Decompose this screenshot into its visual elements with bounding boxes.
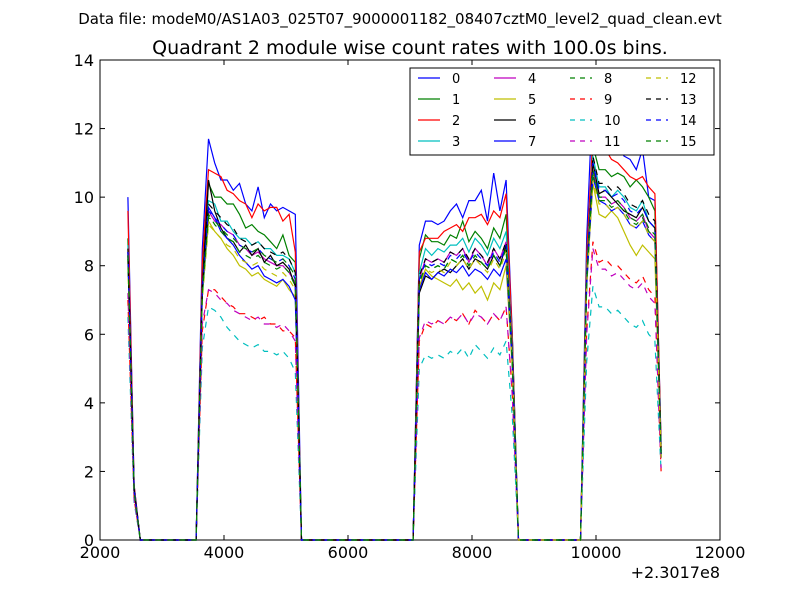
legend-label-9: 9 [604,93,612,108]
legend-label-5: 5 [528,93,536,108]
legend-label-13: 13 [680,93,697,108]
chart-title: Quadrant 2 module wise count rates with … [152,37,668,59]
series-line-5 [127,183,662,541]
x-axis-ticks: 2000 4000 6000 8000 10000 12000 [80,60,746,562]
x-tick-label: 4000 [204,543,245,562]
legend-label-15: 15 [680,135,697,150]
series-line-0 [127,90,662,541]
y-tick-label: 6 [84,325,94,344]
series-line-13 [127,155,662,541]
x-tick-label: 12000 [695,543,746,562]
series-layer [127,90,662,541]
legend-box [409,67,715,156]
legend-label-3: 3 [452,135,460,150]
legend-label-4: 4 [528,72,536,87]
legend-label-8: 8 [604,72,612,87]
series-line-3 [127,155,662,541]
legend-label-6: 6 [528,114,536,129]
legend-label-11: 11 [604,135,621,150]
legend-label-1: 1 [452,93,460,108]
series-line-1 [127,145,662,541]
x-tick-label: 6000 [328,543,369,562]
x-tick-label: 10000 [571,543,622,562]
y-tick-label: 12 [74,120,94,139]
series-line-8 [127,172,662,541]
legend-label-10: 10 [604,114,621,129]
y-tick-label: 2 [84,462,94,481]
y-tick-label: 10 [74,188,94,207]
y-tick-label: 14 [74,51,94,70]
legend-label-2: 2 [452,114,460,129]
series-line-12 [127,179,662,541]
series-line-15 [127,169,662,541]
legend-label-14: 14 [680,114,697,129]
x-tick-label: 8000 [452,543,493,562]
series-line-10 [127,286,662,541]
legend-label-7: 7 [528,135,536,150]
chart-suptitle: Data file: modeM0/AS1A03_025T07_90000011… [78,10,722,29]
y-tick-label: 8 [84,257,94,276]
x-offset-label: +2.3017e8 [631,563,720,582]
x-tick-label: 2000 [80,543,121,562]
legend-label-0: 0 [452,72,460,87]
series-line-14 [127,162,662,541]
y-tick-label: 4 [84,394,94,413]
series-line-9 [127,241,662,541]
legend-label-12: 12 [680,72,697,87]
y-tick-label: 0 [84,531,94,550]
